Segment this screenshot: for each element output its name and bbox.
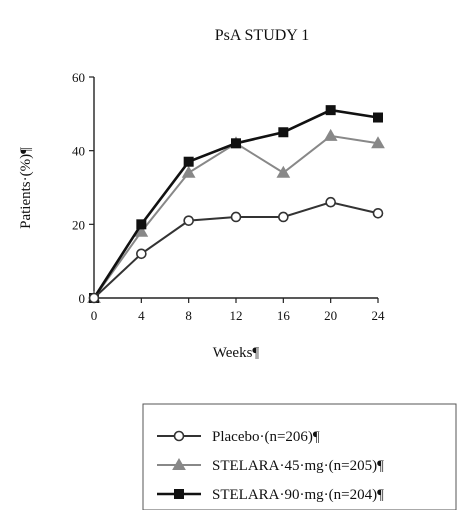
data-point [325, 196, 336, 208]
series-0 [88, 196, 384, 304]
legend: Placebo·(n=206)¶ STELARA·45·mg·(n=205)¶ ST… [142, 403, 457, 510]
data-point [136, 248, 147, 260]
legend-label: STELARA·45·mg·(n=205)¶ [212, 458, 384, 474]
legend-marker [172, 457, 186, 470]
data-point [325, 105, 336, 116]
data-point [373, 112, 383, 123]
series-2 [89, 105, 383, 303]
data-point [278, 127, 289, 138]
data-point [276, 165, 291, 178]
y-tick-label: 60 [72, 70, 85, 85]
legend-label: Placebo·(n=206)¶ [212, 429, 320, 445]
data-point [372, 207, 384, 219]
data-point [323, 128, 338, 141]
x-tick-label: 12 [230, 308, 243, 323]
data-point [230, 211, 242, 223]
y-tick-label: 40 [72, 144, 85, 159]
series-layer [87, 105, 385, 304]
legend-items: Placebo·(n=206)¶ STELARA·45·mg·(n=205)¶ ST… [157, 429, 384, 503]
x-tick-label: 16 [277, 308, 291, 323]
legend-box [142, 403, 457, 510]
y-axis-ticks: 0 20 40 60 [72, 70, 94, 306]
legend-marker [173, 430, 185, 442]
data-point [371, 136, 385, 149]
legend-label: STELARA·90·mg·(n=204)¶ [212, 487, 384, 503]
data-point [183, 215, 194, 226]
x-axis-ticks: 0 4 8 12 16 20 24 [91, 298, 385, 323]
x-tick-label: 20 [324, 308, 337, 323]
data-point [183, 156, 194, 167]
x-tick-label: 24 [372, 308, 386, 323]
data-point [181, 165, 196, 178]
x-axis-label: Weeks¶ [213, 345, 260, 361]
data-point [278, 211, 289, 223]
y-axis-label: Patients·(%)¶ [18, 147, 34, 229]
chart-title: PsA STUDY 1 [215, 27, 310, 44]
data-point [136, 219, 147, 230]
data-point [231, 138, 241, 149]
legend-entry: STELARA·45·mg·(n=205)¶ [157, 457, 384, 474]
data-point [88, 292, 100, 304]
x-tick-label: 0 [91, 308, 98, 323]
legend-marker [174, 489, 184, 499]
y-tick-label: 0 [79, 291, 86, 306]
x-tick-label: 4 [138, 308, 145, 323]
x-tick-label: 8 [185, 308, 192, 323]
legend-entry: Placebo·(n=206)¶ [157, 429, 320, 445]
legend-entry: STELARA·90·mg·(n=204)¶ [157, 487, 384, 503]
y-tick-label: 20 [72, 217, 85, 232]
